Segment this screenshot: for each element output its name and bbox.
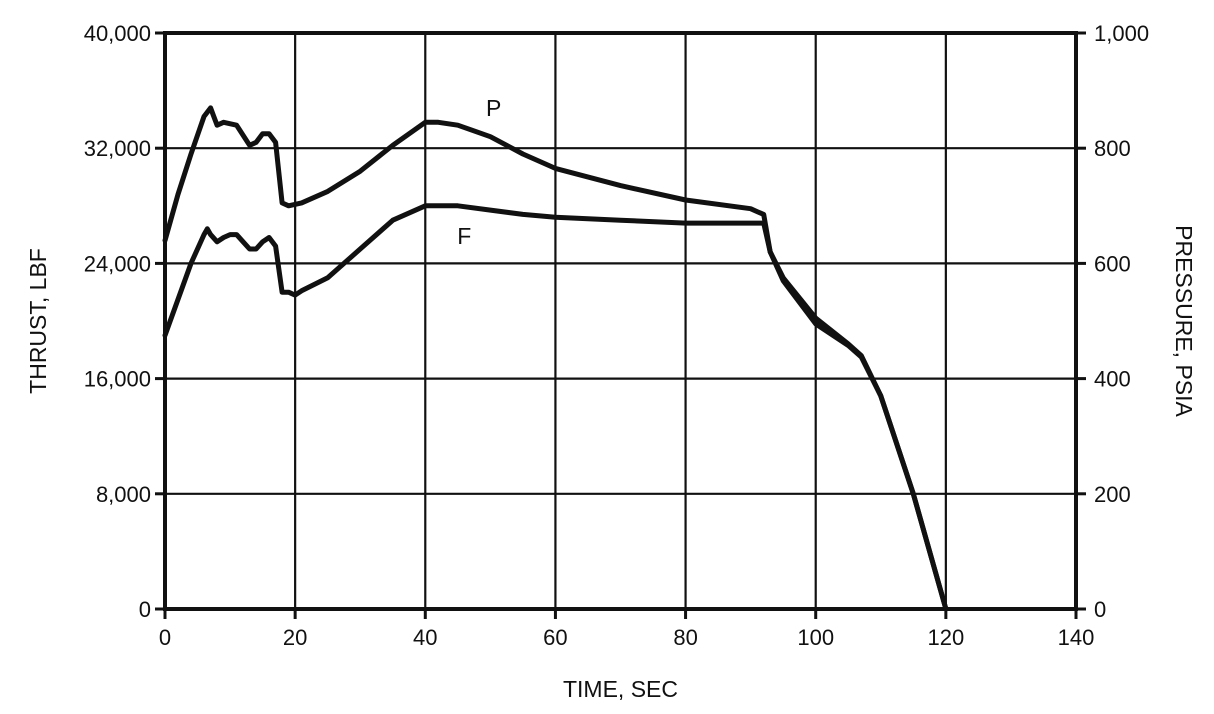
y-right-tick-label: 0 bbox=[1094, 597, 1106, 622]
plot-frame bbox=[163, 31, 1078, 611]
y-right-tick-label: 400 bbox=[1094, 367, 1131, 392]
y-right-tick-label: 1,000 bbox=[1094, 21, 1149, 46]
y-left-tick-label: 24,000 bbox=[84, 251, 151, 276]
curve-label-p: P bbox=[486, 95, 501, 121]
axis-ticks bbox=[155, 31, 1086, 619]
y-axis-right-title: PRESSURE, PSIA bbox=[1171, 225, 1197, 417]
y-right-tick-label: 200 bbox=[1094, 482, 1131, 507]
x-tick-label: 100 bbox=[797, 625, 834, 650]
plot-border bbox=[163, 31, 1078, 611]
y-axis-left-title: THRUST, LBF bbox=[25, 248, 51, 394]
y-left-tick-label: 0 bbox=[139, 597, 151, 622]
x-axis-title: TIME, SEC bbox=[563, 676, 678, 702]
x-tick-label: 140 bbox=[1058, 625, 1095, 650]
gridlines bbox=[165, 33, 1076, 609]
y-right-tick-label: 800 bbox=[1094, 136, 1131, 161]
x-tick-label: 20 bbox=[283, 625, 307, 650]
y-right-tick-label: 600 bbox=[1094, 251, 1131, 276]
x-tick-label: 40 bbox=[413, 625, 437, 650]
y-left-tick-label: 40,000 bbox=[84, 21, 151, 46]
data-series bbox=[162, 105, 949, 612]
y-left-tick-label: 16,000 bbox=[84, 367, 151, 392]
curve-label-f: F bbox=[457, 223, 471, 249]
axis-labels: 0 20 40 60 80 100 120 140 0 8,000 16,000 24,000 32,0… bbox=[84, 21, 1149, 650]
series-line-f bbox=[162, 203, 949, 612]
x-tick-label: 60 bbox=[543, 625, 567, 650]
y-left-tick-label: 32,000 bbox=[84, 136, 151, 161]
x-tick-label: 80 bbox=[673, 625, 697, 650]
y-left-tick-label: 8,000 bbox=[96, 482, 151, 507]
x-tick-label: 0 bbox=[159, 625, 171, 650]
x-tick-label: 120 bbox=[927, 625, 964, 650]
